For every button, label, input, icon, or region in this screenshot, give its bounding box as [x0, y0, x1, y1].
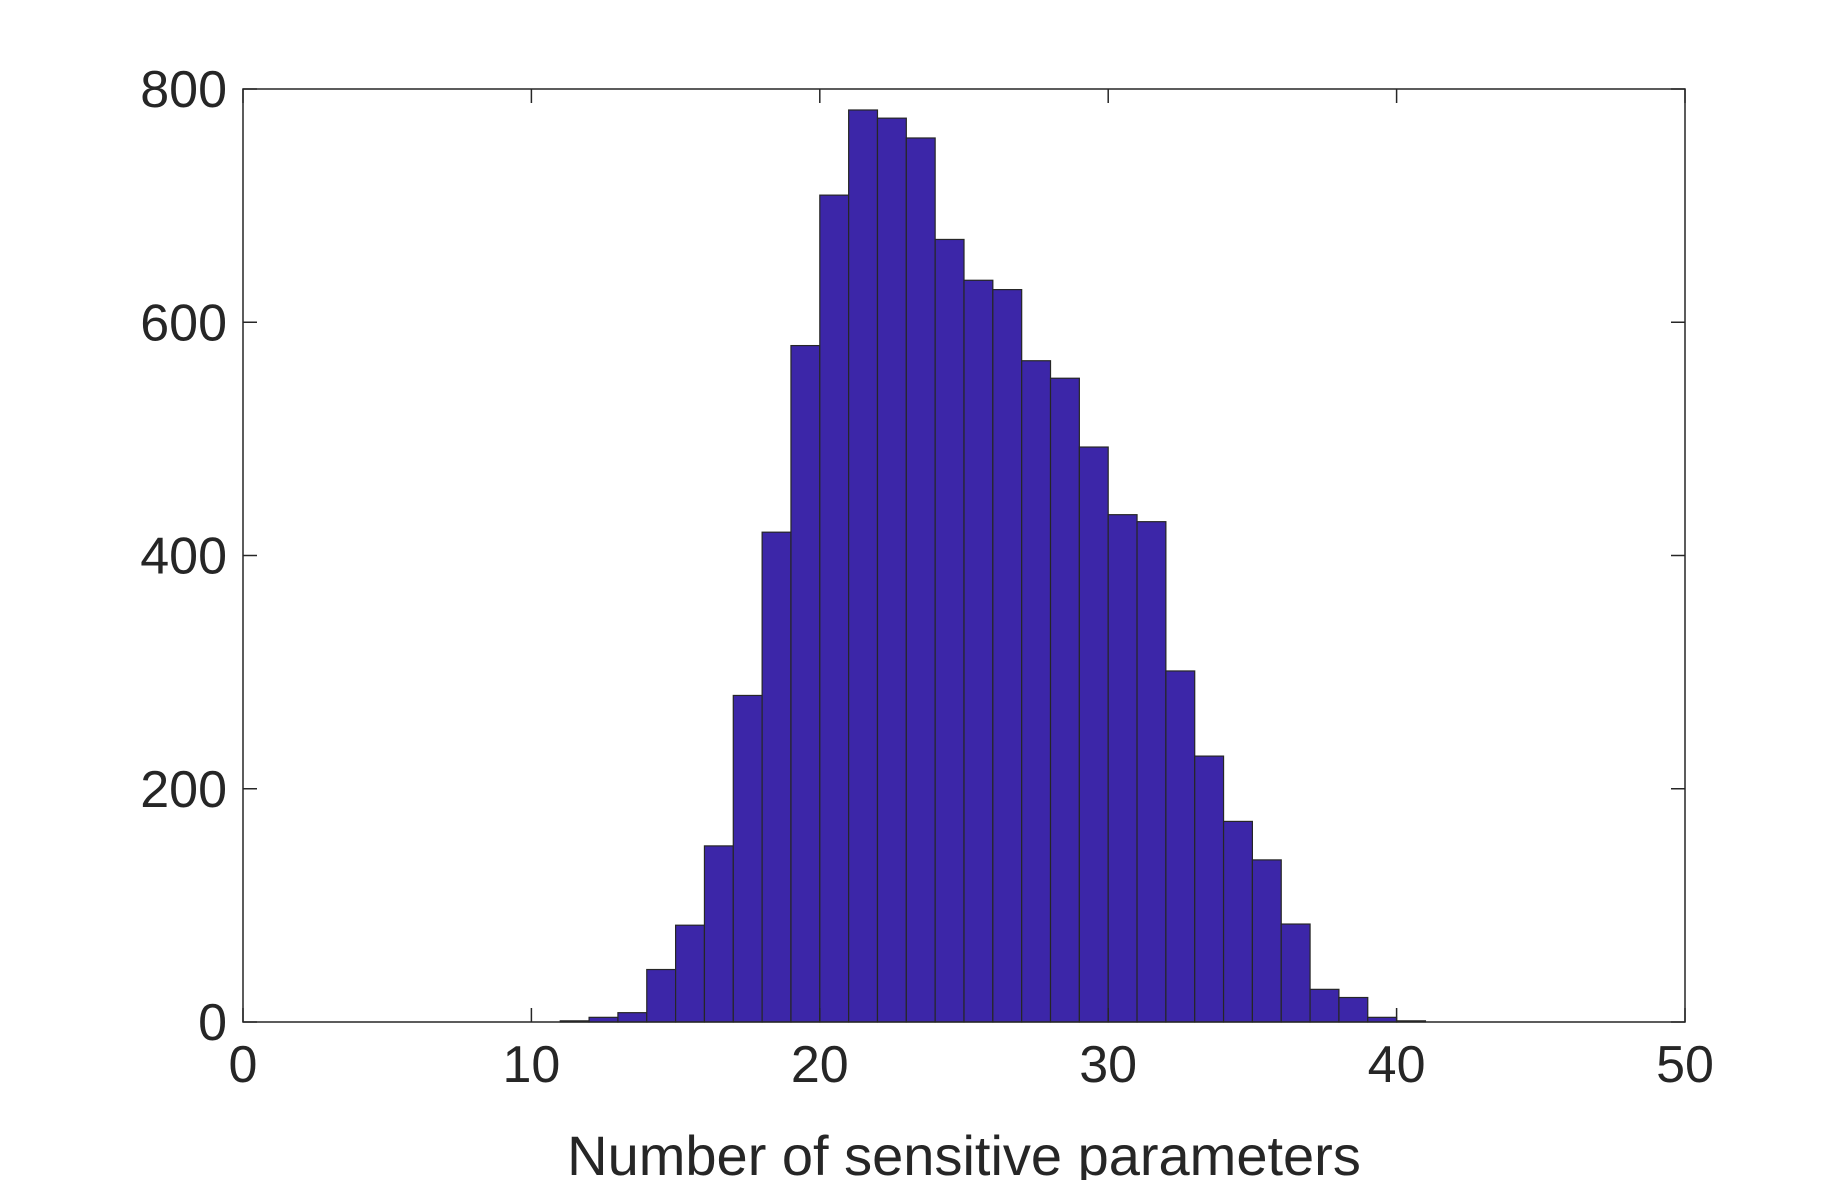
histogram-bar [1222, 820, 1254, 1023]
y-tick-labels: 0 200 400 600 800 [140, 61, 227, 1052]
histogram-bar [732, 694, 763, 1023]
histogram-bar [934, 238, 965, 1023]
histogram-bar [848, 109, 879, 1023]
y-tick-label: 800 [140, 61, 227, 119]
x-tick-labels: 0 10 20 30 40 50 [229, 1036, 1714, 1094]
histogram-bar [963, 279, 994, 1023]
histogram-bar [1251, 859, 1282, 1023]
plot-frame [242, 88, 1686, 1023]
histogram-bar [1107, 514, 1138, 1023]
x-tick-label: 50 [1656, 1036, 1714, 1094]
histogram-bar [1194, 755, 1225, 1023]
histogram-bar [1165, 670, 1196, 1023]
histogram-bar [703, 845, 734, 1023]
histogram-bar [905, 137, 936, 1023]
y-tick-label: 600 [140, 294, 227, 352]
histogram-bar [646, 968, 677, 1023]
histogram-bar [1309, 988, 1340, 1023]
histogram-bar [1338, 996, 1369, 1023]
x-tick-label: 0 [229, 1036, 258, 1094]
histogram-bar [1021, 360, 1052, 1023]
histogram-bar [1280, 923, 1311, 1023]
histogram-bar [617, 1012, 648, 1023]
histogram-bar [1136, 521, 1167, 1023]
histogram-bar [674, 924, 706, 1023]
histogram-bar [876, 117, 907, 1023]
bars-group [559, 109, 1427, 1023]
x-tick-label: 30 [1079, 1036, 1137, 1094]
x-tick-label: 40 [1368, 1036, 1426, 1094]
histogram-bar [1078, 446, 1109, 1023]
y-tick-label: 200 [140, 761, 227, 819]
histogram-bar [819, 194, 850, 1023]
x-tick-label: 20 [791, 1036, 849, 1094]
x-axis-title: Number of sensitive parameters [567, 1124, 1361, 1180]
histogram-bar [761, 531, 792, 1023]
histogram-bar [1049, 377, 1080, 1023]
x-tick-label: 10 [502, 1036, 560, 1094]
y-tick-label: 0 [198, 994, 227, 1052]
y-tick-label: 400 [140, 528, 227, 586]
histogram-bar [790, 344, 821, 1023]
histogram-bar [992, 288, 1023, 1023]
